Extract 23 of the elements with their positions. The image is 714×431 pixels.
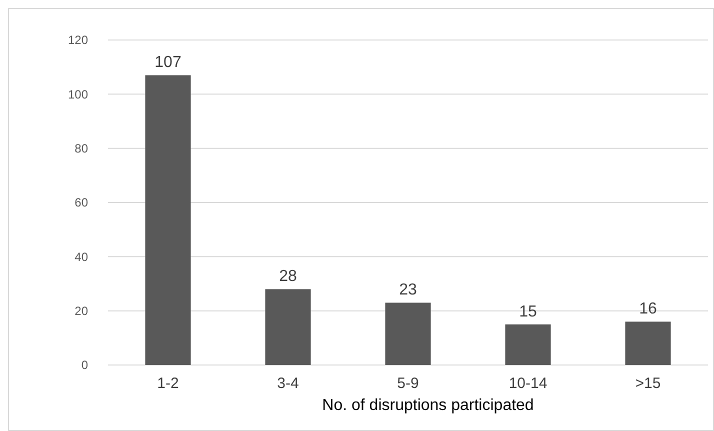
y-tick-label: 20 (74, 304, 88, 318)
x-axis-title: No. of disruptions participated (322, 397, 534, 414)
x-tick-label: 1-2 (157, 375, 179, 392)
bar (145, 75, 191, 365)
bar (625, 322, 671, 365)
x-tick-label: >15 (635, 375, 661, 392)
x-tick-label: 5-9 (397, 375, 419, 392)
data-label: 16 (639, 300, 657, 318)
y-tick-label: 0 (81, 358, 88, 372)
x-tick-label: 3-4 (277, 375, 299, 392)
y-tick-label: 120 (68, 33, 88, 48)
data-label: 28 (279, 268, 297, 286)
y-tick-label: 100 (68, 87, 88, 102)
y-tick-label: 40 (74, 250, 88, 264)
bar (385, 302, 431, 365)
data-label: 23 (399, 282, 417, 299)
x-tick-label: 10-14 (508, 375, 548, 392)
bar (265, 289, 311, 365)
data-label: 15 (519, 303, 537, 320)
data-label: 107 (154, 54, 182, 72)
y-tick-label: 60 (74, 196, 88, 210)
bar (505, 324, 551, 365)
y-tick-label: 80 (74, 142, 88, 156)
